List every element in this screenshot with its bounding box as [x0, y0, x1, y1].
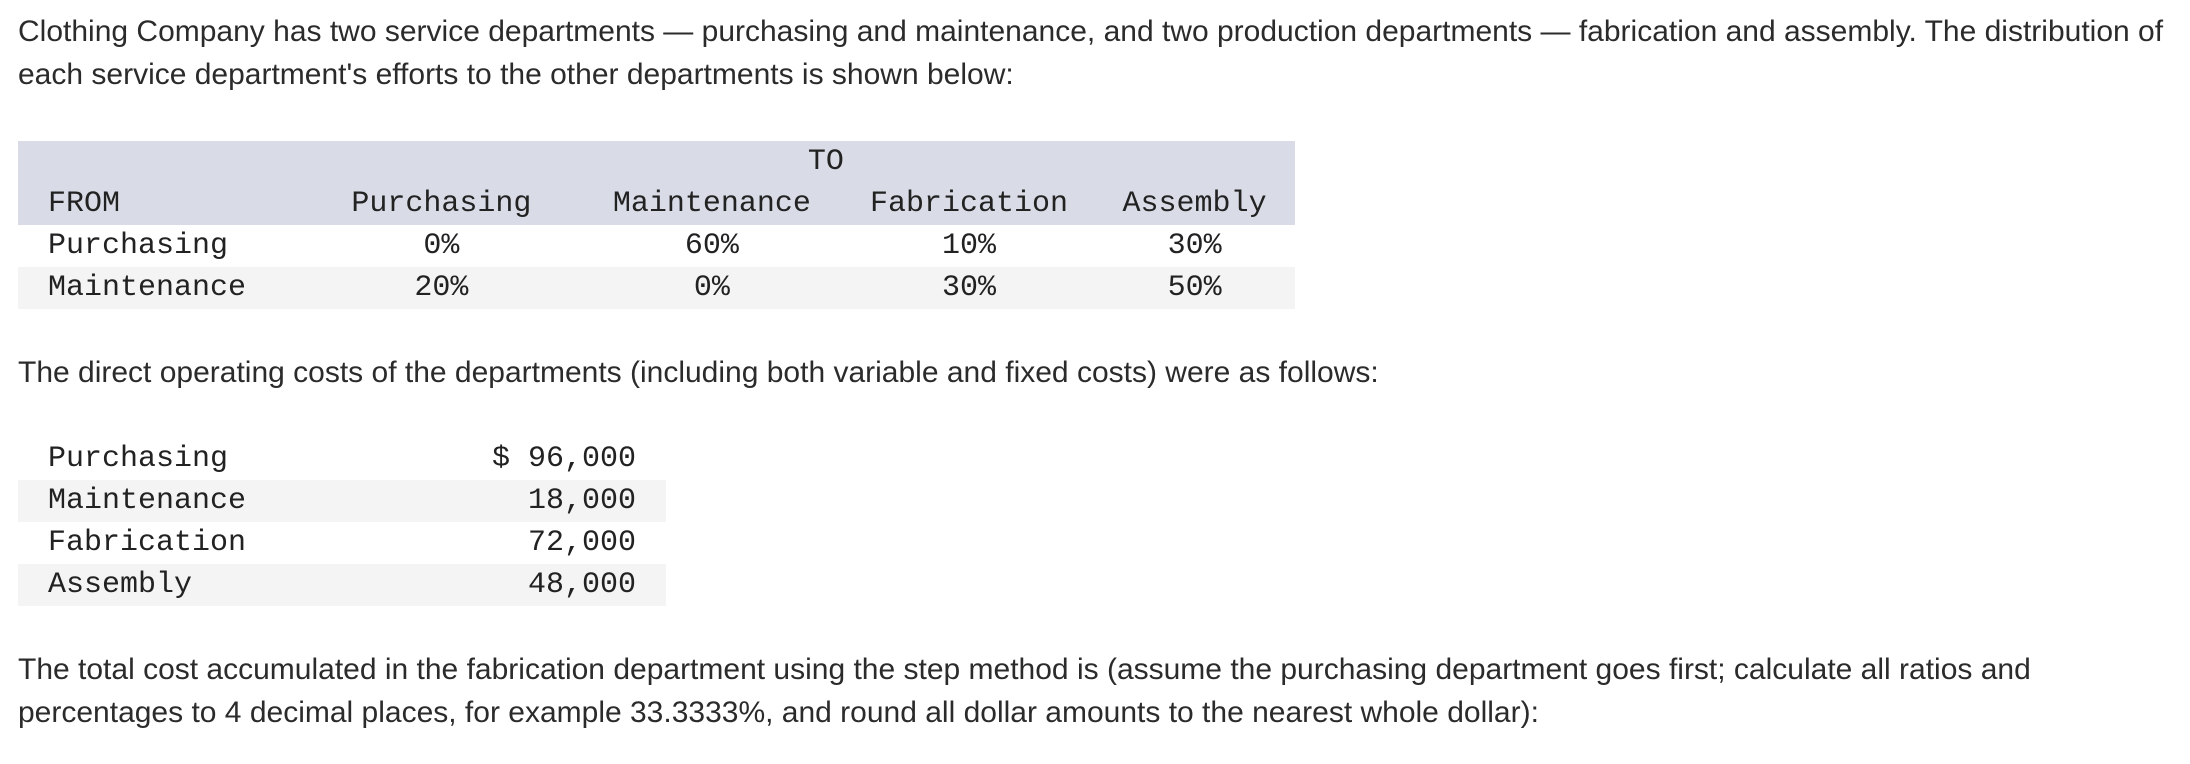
table-row: Purchasing 0% 60% 10% 30%: [18, 225, 1295, 267]
amount-cell: 18,000: [408, 480, 666, 522]
costs-intro-paragraph: The direct operating costs of the depart…: [18, 356, 1379, 389]
row-label: Assembly: [18, 564, 408, 606]
column-header-purchasing: Purchasing: [302, 183, 580, 225]
intro-paragraph: Clothing Company has two service departm…: [18, 15, 2164, 91]
table-row: Maintenance 18,000: [18, 480, 666, 522]
table-header-row: FROM Purchasing Maintenance Fabrication …: [18, 183, 1295, 225]
row-label: Purchasing: [48, 442, 229, 476]
row-label: Maintenance: [18, 267, 303, 309]
table-row: Maintenance 20% 0% 30% 50%: [18, 267, 1295, 309]
amount-cell: $ 96,000: [491, 442, 636, 476]
row-label: Maintenance: [18, 480, 408, 522]
to-header: TO: [579, 141, 844, 183]
column-header-fabrication: Fabrication: [843, 183, 1095, 225]
table-row: Purchasing $ 96,000: [18, 438, 666, 480]
table-cell: 10%: [942, 229, 997, 263]
column-header-assembly: Assembly: [1094, 183, 1295, 225]
costs-table: Purchasing $ 96,000 Maintenance 18,000 F…: [18, 438, 666, 606]
table-cell: 0%: [579, 267, 844, 309]
row-label: Fabrication: [48, 526, 247, 560]
table-header-row-to: TO: [18, 141, 1295, 183]
table-row: Fabrication 72,000: [18, 522, 666, 564]
distribution-table: TO FROM Purchasing Maintenance Fabricati…: [18, 141, 1295, 309]
table-cell: 60%: [684, 229, 739, 263]
column-header-maintenance: Maintenance: [579, 183, 844, 225]
amount-cell: 48,000: [408, 564, 666, 606]
table-cell: 30%: [843, 267, 1095, 309]
table-cell: 50%: [1094, 267, 1295, 309]
amount-cell: 72,000: [527, 526, 636, 560]
table-cell: 0%: [423, 229, 460, 263]
table-cell: 20%: [302, 267, 580, 309]
row-label: Purchasing: [48, 229, 229, 263]
from-header: FROM: [18, 183, 303, 225]
question-paragraph: The total cost accumulated in the fabric…: [18, 653, 2031, 729]
table-cell: 30%: [1167, 229, 1222, 263]
table-row: Assembly 48,000: [18, 564, 666, 606]
